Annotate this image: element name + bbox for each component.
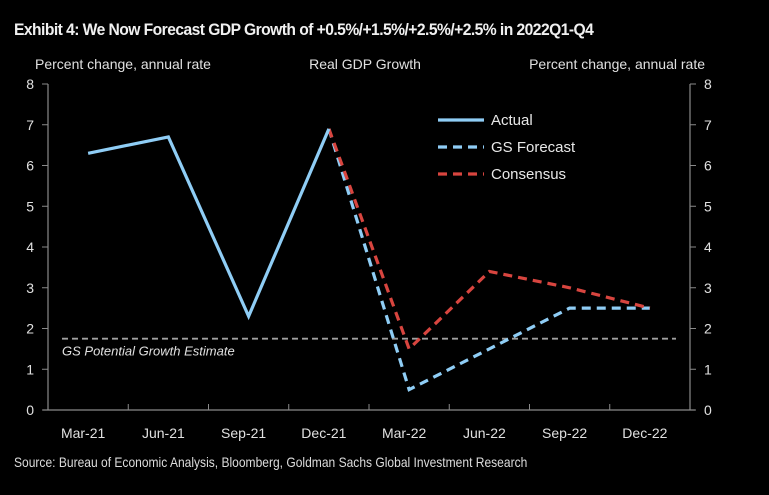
x-tick-label: Dec-21 [301,425,346,441]
right-y-tick-label: 1 [704,361,712,377]
right-y-tick-label: 8 [704,76,712,92]
left-y-tick-label: 3 [26,280,34,296]
x-tick-label: Jun-22 [463,425,506,441]
right-y-tick-label: 2 [704,321,712,337]
right-y-tick-label: 5 [704,198,712,214]
left-y-tick-label: 5 [26,198,34,214]
x-tick-label: Mar-21 [61,425,106,441]
actual-series-line [87,128,331,321]
right-y-tick-label: 4 [704,239,712,255]
exhibit-title: Exhibit 4: We Now Forecast GDP Growth of… [14,20,594,39]
left-y-tick-label: 4 [26,239,34,255]
right-y-tick-label: 3 [704,280,712,296]
right-y-tick-label: 0 [704,402,712,418]
right-axis-label: Percent change, annual rate [529,56,705,72]
left-y-tick-label: 0 [26,402,34,418]
right-y-tick-label: 7 [704,117,712,133]
left-y-tick-label: 8 [26,76,34,92]
x-tick-label: Jun-21 [142,425,185,441]
legend-label-gs-forecast: GS Forecast [491,139,576,156]
source-note: Source: Bureau of Economic Analysis, Blo… [14,454,528,470]
x-tick-label: Sep-21 [221,425,266,441]
legend-label-actual: Actual [491,112,533,129]
x-tick-label: Mar-22 [382,425,427,441]
left-y-tick-label: 7 [26,117,34,133]
x-tick-label: Sep-22 [542,425,587,441]
consensus-series-line [327,128,651,352]
left-y-tick-label: 1 [26,361,34,377]
left-y-tick-label: 6 [26,158,34,174]
right-y-tick-label: 6 [704,158,712,174]
left-axis-label: Percent change, annual rate [35,56,211,72]
left-y-tick-label: 2 [26,321,34,337]
x-tick-label: Dec-22 [622,425,667,441]
potential-growth-label: GS Potential Growth Estimate [62,344,235,359]
legend-label-consensus: Consensus [491,166,566,183]
chart-title: Real GDP Growth [309,56,421,72]
